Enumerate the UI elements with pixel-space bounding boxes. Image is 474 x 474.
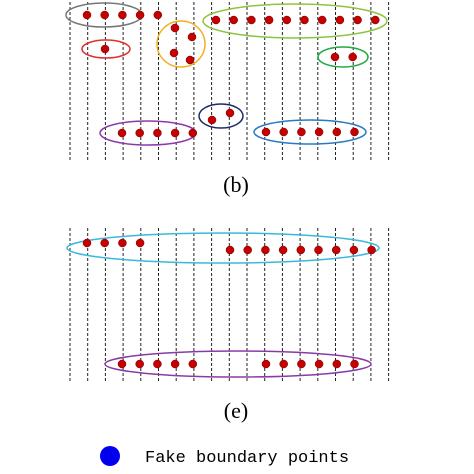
point — [296, 245, 306, 255]
point — [349, 245, 359, 255]
point — [314, 359, 324, 369]
point — [153, 128, 162, 138]
point — [332, 127, 342, 137]
point — [170, 23, 180, 33]
point — [170, 359, 180, 369]
point — [350, 127, 359, 137]
point — [348, 52, 357, 62]
point — [100, 238, 109, 248]
point — [350, 359, 359, 369]
point — [135, 359, 144, 369]
point — [169, 48, 179, 58]
panel-label: (e) — [224, 398, 248, 423]
cluster-ellipse — [156, 20, 206, 68]
cluster-ellipse — [104, 350, 372, 378]
point — [279, 127, 288, 137]
cluster-ellipse — [99, 120, 197, 146]
point — [153, 10, 163, 20]
point — [118, 10, 127, 20]
point — [331, 245, 341, 255]
point — [153, 359, 162, 369]
cluster-ellipse — [198, 103, 244, 129]
point — [330, 52, 340, 62]
point — [135, 10, 145, 20]
point — [282, 15, 292, 25]
clusters — [65, 2, 388, 378]
point — [100, 10, 109, 20]
cluster-ellipse — [202, 3, 388, 39]
point — [300, 15, 309, 25]
point — [229, 15, 238, 25]
point — [135, 128, 144, 138]
point — [187, 32, 197, 42]
legend-marker — [100, 446, 120, 466]
point — [332, 359, 342, 369]
point — [261, 245, 270, 255]
point — [353, 15, 362, 25]
point — [135, 238, 145, 248]
point — [317, 15, 327, 25]
point — [118, 238, 127, 248]
point — [261, 127, 271, 137]
legend-label: Fake boundary points — [145, 449, 349, 468]
point — [100, 44, 110, 54]
point — [264, 15, 274, 25]
point — [82, 238, 92, 248]
point — [188, 128, 198, 138]
cluster-ellipse — [81, 39, 131, 59]
point — [225, 108, 235, 118]
point — [188, 359, 198, 369]
points — [82, 10, 380, 369]
point — [279, 359, 288, 369]
point — [247, 15, 256, 25]
point — [207, 115, 217, 125]
point — [243, 245, 252, 255]
point — [371, 15, 380, 25]
panel-label: (b) — [223, 172, 249, 197]
point — [185, 55, 195, 65]
point — [225, 245, 235, 255]
point — [211, 15, 221, 25]
point — [261, 359, 271, 369]
point — [335, 15, 345, 25]
point — [367, 245, 376, 255]
point — [297, 359, 306, 369]
point — [117, 359, 127, 369]
point — [314, 245, 323, 255]
point — [170, 128, 180, 138]
cluster-ellipse — [253, 119, 367, 145]
cluster-ellipse — [317, 46, 369, 68]
point — [117, 128, 127, 138]
point — [297, 127, 306, 137]
cluster-ellipse — [66, 232, 380, 264]
point — [82, 10, 92, 20]
point — [314, 127, 324, 137]
point — [278, 245, 288, 255]
